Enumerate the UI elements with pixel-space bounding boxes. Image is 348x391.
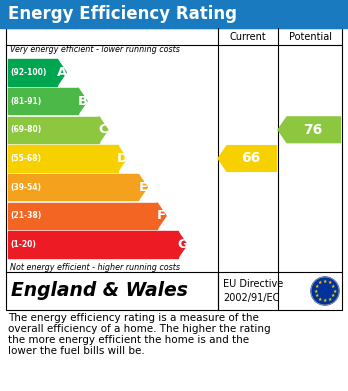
Text: the more energy efficient the home is and the: the more energy efficient the home is an… (8, 335, 249, 345)
Text: ★: ★ (331, 293, 335, 298)
Text: ★: ★ (327, 297, 332, 302)
Text: ★: ★ (327, 280, 332, 285)
Bar (8, 174, 139, 200)
Text: lower the fuel bills will be.: lower the fuel bills will be. (8, 346, 145, 356)
Text: (55-68): (55-68) (10, 154, 41, 163)
Text: The energy efficiency rating is a measure of the: The energy efficiency rating is a measur… (8, 313, 259, 323)
Text: ★: ★ (323, 298, 327, 303)
Polygon shape (99, 117, 108, 143)
Text: (1-20): (1-20) (10, 240, 36, 249)
Text: Potential: Potential (288, 32, 332, 41)
Text: EU Directive: EU Directive (223, 279, 283, 289)
Polygon shape (78, 88, 87, 114)
Bar (6, 28, 342, 310)
Text: (21-38): (21-38) (10, 212, 41, 221)
Text: D: D (117, 152, 128, 165)
Bar (8, 59, 57, 86)
Polygon shape (178, 231, 187, 258)
Text: (81-91): (81-91) (10, 97, 41, 106)
Text: Not energy efficient - higher running costs: Not energy efficient - higher running co… (10, 263, 180, 272)
Text: E: E (138, 181, 148, 194)
Text: B: B (78, 95, 88, 108)
Text: C: C (98, 123, 108, 136)
Text: A: A (57, 66, 67, 79)
Text: ★: ★ (332, 289, 337, 294)
Bar (8, 231, 178, 258)
Polygon shape (218, 145, 277, 171)
Text: 2002/91/EC: 2002/91/EC (223, 293, 279, 303)
Text: ★: ★ (331, 284, 335, 289)
Text: ★: ★ (318, 297, 323, 302)
Text: ★: ★ (323, 279, 327, 284)
Text: G: G (177, 238, 188, 251)
Text: F: F (157, 210, 166, 222)
Bar (8, 203, 157, 229)
Text: ★: ★ (318, 280, 323, 285)
Polygon shape (278, 117, 340, 143)
Polygon shape (118, 145, 127, 172)
Text: overall efficiency of a home. The higher the rating: overall efficiency of a home. The higher… (8, 324, 271, 334)
Text: England & Wales: England & Wales (11, 282, 188, 301)
Text: ★: ★ (313, 289, 318, 294)
Polygon shape (139, 174, 147, 200)
Bar (8, 145, 118, 172)
Bar (8, 88, 78, 114)
Text: Energy Efficiency Rating: Energy Efficiency Rating (8, 5, 237, 23)
Text: (39-54): (39-54) (10, 183, 41, 192)
Text: Current: Current (230, 32, 266, 41)
Text: Very energy efficient - lower running costs: Very energy efficient - lower running co… (10, 45, 180, 54)
Polygon shape (157, 203, 166, 229)
Text: (92-100): (92-100) (10, 68, 46, 77)
Bar (0, 0, 348, 28)
Polygon shape (57, 59, 66, 86)
Text: ★: ★ (315, 293, 319, 298)
Text: ★: ★ (315, 284, 319, 289)
Text: (69-80): (69-80) (10, 125, 41, 134)
Text: 76: 76 (303, 123, 322, 137)
Text: 66: 66 (241, 151, 260, 165)
Bar (8, 117, 99, 143)
Circle shape (311, 277, 339, 305)
